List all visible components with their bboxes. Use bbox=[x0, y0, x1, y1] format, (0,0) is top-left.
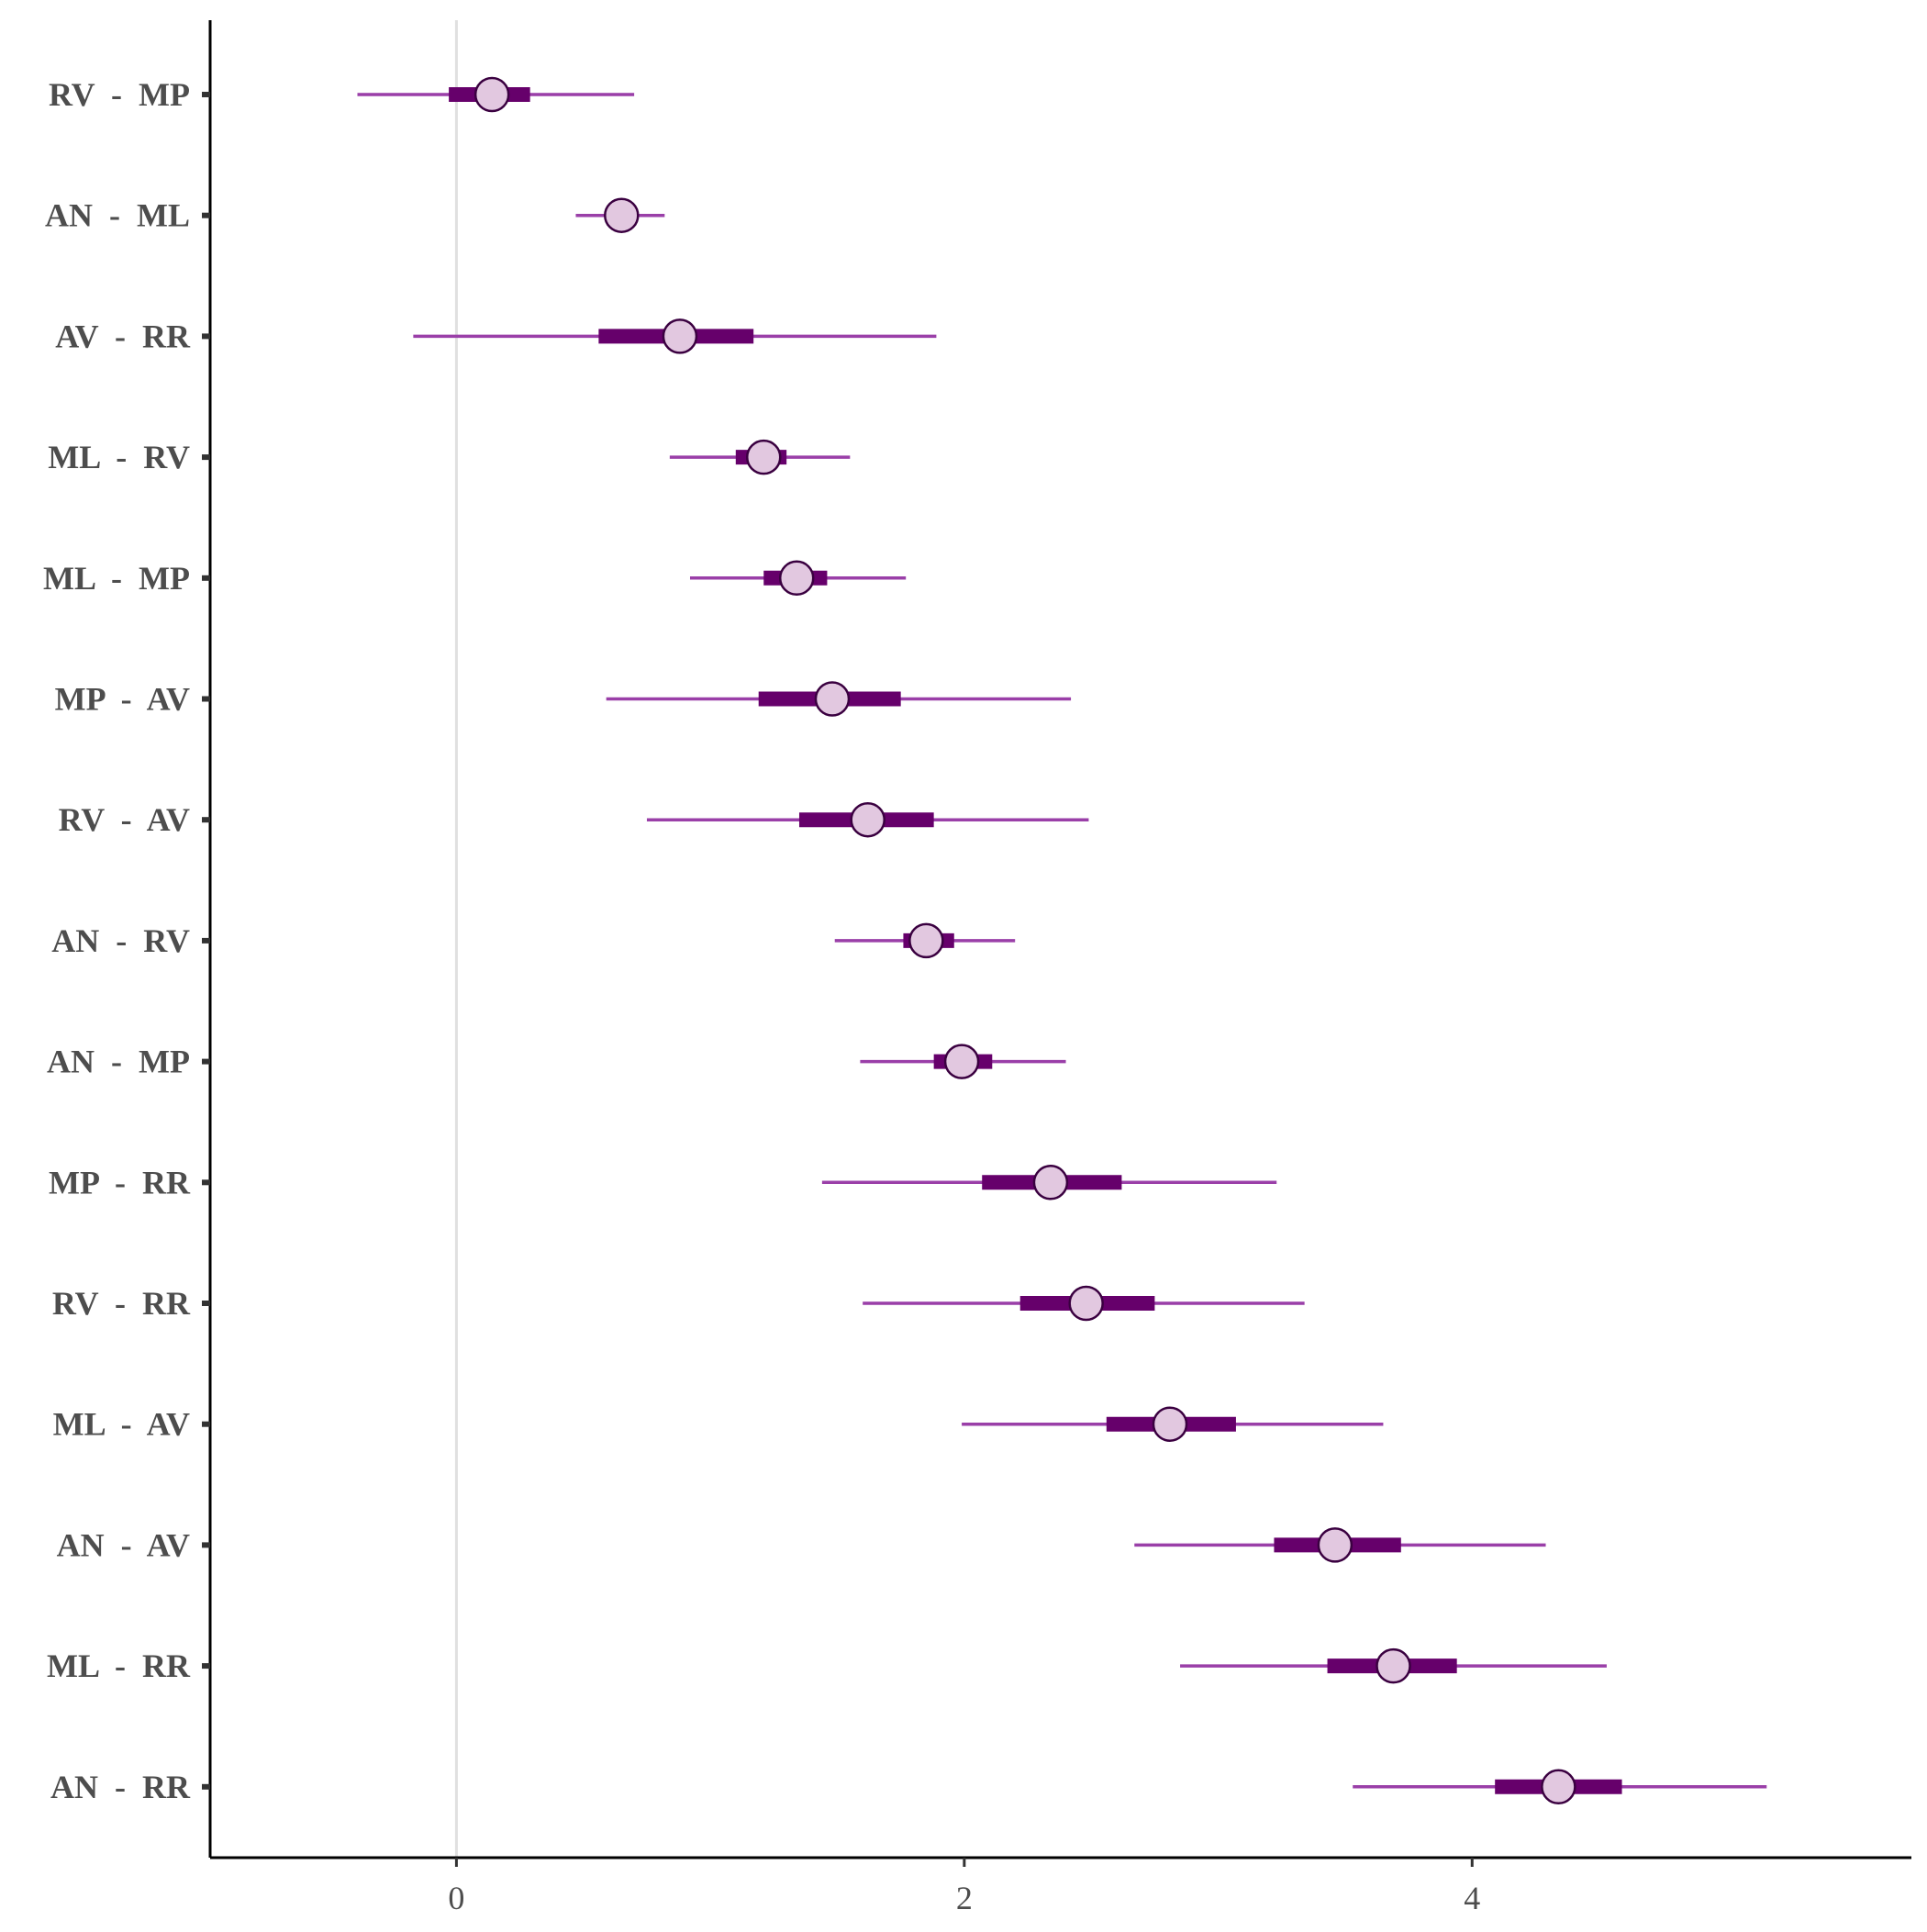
y-tick-label: RV - AV bbox=[59, 801, 190, 838]
y-tick-label: AN - ML bbox=[45, 197, 190, 234]
y-tick-label: MP - AV bbox=[55, 681, 190, 718]
y-tick-label: RV - RR bbox=[52, 1285, 191, 1322]
y-tick-label: ML - AV bbox=[53, 1406, 190, 1443]
point-estimate bbox=[1541, 1769, 1576, 1805]
point-estimate bbox=[908, 922, 944, 959]
point-estimate bbox=[1376, 1647, 1411, 1684]
point-estimate bbox=[850, 801, 886, 838]
point-estimate bbox=[745, 439, 782, 475]
y-tick-label: RV - MP bbox=[49, 76, 190, 113]
point-estimate bbox=[1068, 1285, 1104, 1322]
point-estimate bbox=[1317, 1527, 1353, 1563]
y-tick-label: AN - RR bbox=[50, 1769, 191, 1805]
x-tick-label: 0 bbox=[448, 1880, 464, 1916]
point-estimate bbox=[814, 681, 851, 717]
y-tick-label: MP - RR bbox=[49, 1164, 191, 1201]
point-estimate bbox=[1032, 1165, 1069, 1201]
y-tick-label: AV - RR bbox=[55, 318, 191, 354]
point-estimate bbox=[662, 318, 698, 354]
point-estimate bbox=[473, 76, 510, 113]
x-tick-label: 4 bbox=[1464, 1880, 1480, 1916]
interval-marks bbox=[357, 76, 1767, 1805]
y-tick-label: AN - RV bbox=[51, 922, 190, 959]
y-tick-label: AN - AV bbox=[57, 1526, 190, 1563]
x-tick-label: 2 bbox=[956, 1880, 973, 1916]
y-tick-label: AN - MP bbox=[47, 1044, 190, 1080]
point-estimate bbox=[604, 197, 640, 233]
point-estimate bbox=[943, 1044, 980, 1079]
y-axis-ticks: RV - MP AN - ML AV - RR ML - RV ML - MP MP - … bbox=[43, 76, 210, 1805]
y-tick-label: ML - RV bbox=[48, 439, 190, 475]
x-axis-ticks: 0 2 4 bbox=[448, 1858, 1480, 1916]
point-estimate bbox=[778, 560, 815, 597]
point-estimate bbox=[1152, 1406, 1188, 1442]
y-tick-label: ML - MP bbox=[43, 560, 190, 597]
y-tick-label: ML - RR bbox=[47, 1647, 191, 1684]
